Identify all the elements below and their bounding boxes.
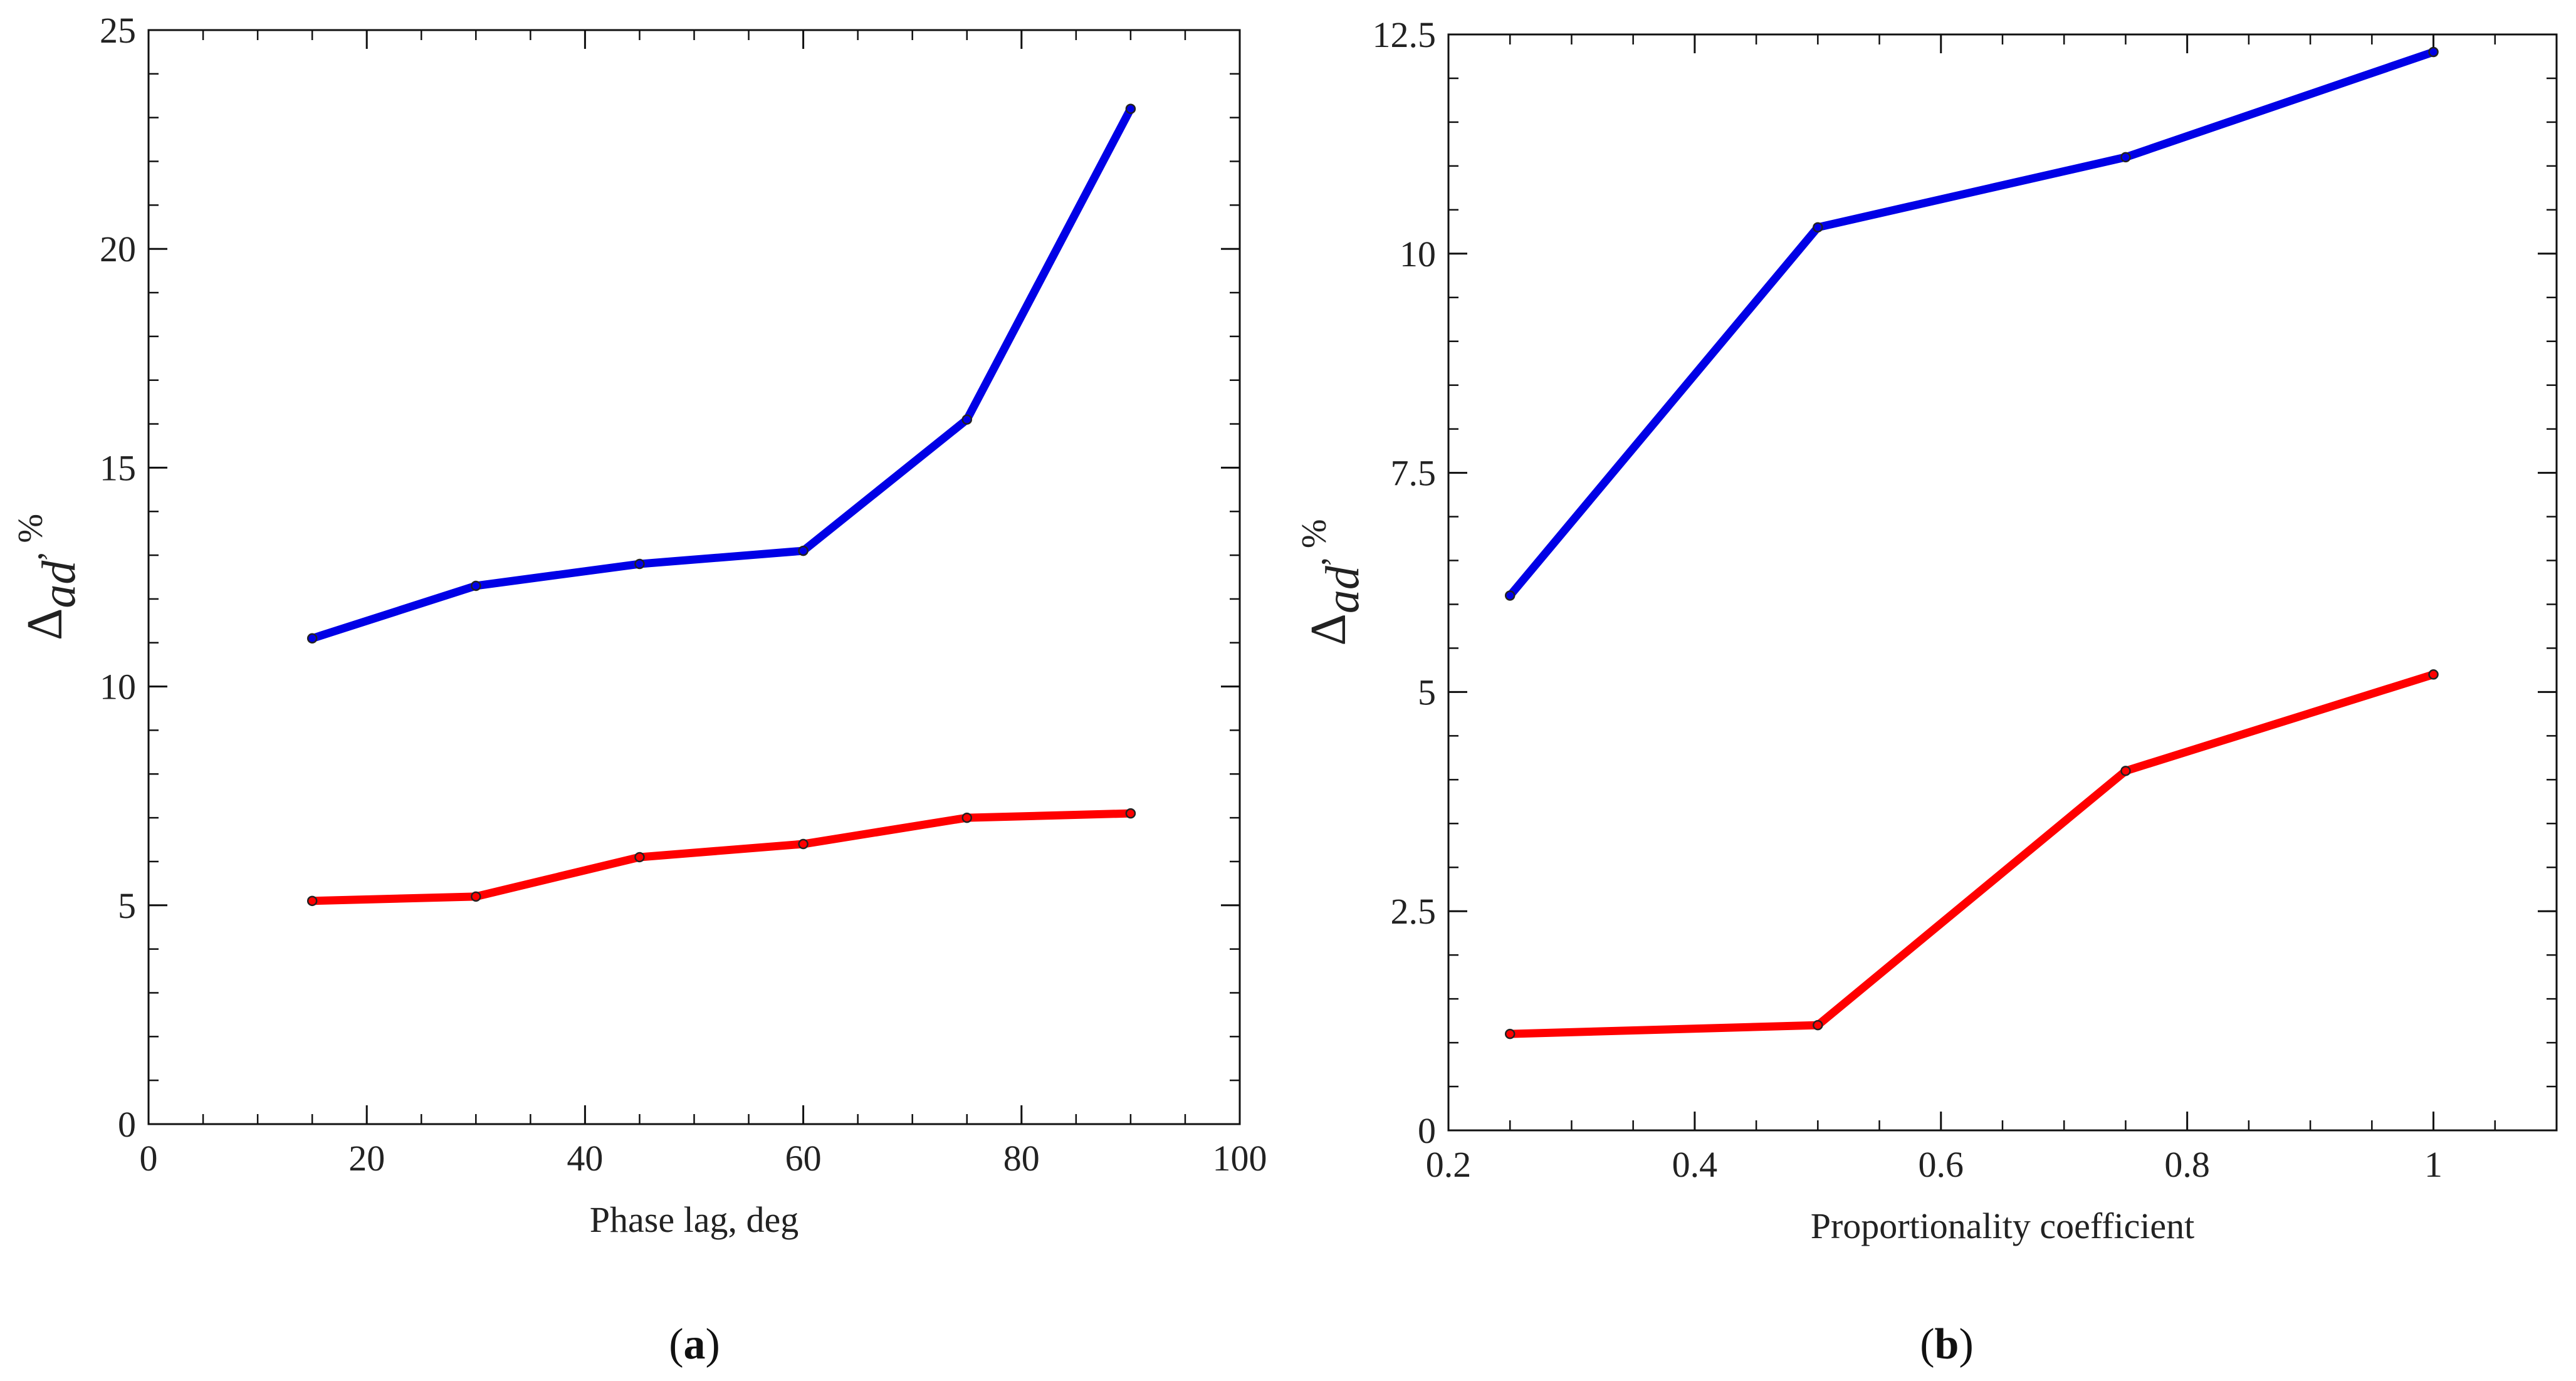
data-point-blue xyxy=(2120,152,2131,163)
panel-caption-open-paren: ( xyxy=(669,1320,683,1368)
panel-a-chart: 0 20 40 60 80 100 0 5 10 15 20 25 Phase lag, deg Δad,… xyxy=(11,10,1267,1368)
y-axis-title: Δad, % xyxy=(1295,519,1369,645)
data-point-red xyxy=(2428,669,2439,680)
x-tick-label: 0 xyxy=(140,1138,158,1179)
x-tick-label: 100 xyxy=(1213,1138,1267,1179)
data-point-red xyxy=(2120,766,2131,776)
y-axis-unit: , % xyxy=(1295,519,1334,566)
data-point-red xyxy=(1504,1028,1516,1040)
series-red xyxy=(1504,669,2439,1040)
panel-b-chart: 0.2 0.4 0.6 0.8 102.557.51012.5Proportionali… xyxy=(1295,14,2558,1368)
x-tick-label: 40 xyxy=(567,1138,603,1179)
x-tick-label: 0.6 xyxy=(1919,1144,1964,1185)
series-blue xyxy=(306,103,1136,644)
data-point-blue xyxy=(1813,222,1823,233)
x-axis-title: Phase lag, deg xyxy=(590,1199,798,1240)
data-point-red xyxy=(306,895,318,907)
y-tick-label: 5 xyxy=(118,885,136,926)
y-tick-label: 7.5 xyxy=(1391,453,1437,494)
data-point-blue xyxy=(1125,103,1136,114)
plot-frame xyxy=(147,29,1241,1125)
y-tick-label: 25 xyxy=(100,10,136,51)
y-tick-label: 2.5 xyxy=(1391,891,1437,932)
data-point-blue xyxy=(634,558,645,570)
y-axis-subscript: ad xyxy=(1316,565,1369,613)
y-axis-title: Δad, % xyxy=(11,514,86,640)
x-tick-label: 80 xyxy=(1003,1138,1040,1179)
y-axis-unit: , % xyxy=(11,514,50,561)
panel-caption-close-paren: ) xyxy=(706,1320,720,1368)
series-line-blue xyxy=(1507,48,2435,598)
data-point-red xyxy=(1813,1019,1823,1031)
x-tick-label: 1 xyxy=(2424,1144,2442,1185)
x-tick-label: 60 xyxy=(785,1138,822,1179)
data-point-red xyxy=(961,812,972,823)
data-point-blue xyxy=(306,633,318,644)
y-axis-symbol: Δ xyxy=(18,608,73,640)
series-line-red xyxy=(312,809,1131,905)
x-axis-title: Proportionality coefficient xyxy=(1811,1206,2195,1246)
panel-caption: (b) xyxy=(1920,1320,1974,1368)
y-tick-label: 20 xyxy=(100,229,136,269)
data-point-blue xyxy=(961,414,972,425)
data-point-blue xyxy=(471,580,481,591)
panel-caption-close-paren: ) xyxy=(1959,1320,1973,1368)
y-tick-label: 15 xyxy=(100,447,136,488)
data-point-red xyxy=(798,838,809,850)
x-tick-label: 0.4 xyxy=(1672,1144,1718,1185)
panel-caption-letter: a xyxy=(684,1320,706,1368)
minor-ticks xyxy=(147,29,1241,1125)
y-tick-label: 0 xyxy=(1418,1110,1436,1151)
panel-caption-letter: b xyxy=(1935,1320,1959,1368)
data-point-red xyxy=(634,852,645,863)
y-tick-label: 10 xyxy=(1400,234,1436,274)
data-point-blue xyxy=(798,545,809,556)
y-tick-label: 5 xyxy=(1418,672,1436,712)
data-point-red xyxy=(1125,808,1136,819)
plot-frame xyxy=(1447,33,2558,1132)
minor-ticks xyxy=(1447,33,2558,1132)
x-tick-label: 0.2 xyxy=(1426,1144,1472,1185)
data-point-blue xyxy=(1504,590,1516,601)
series-line-blue xyxy=(311,107,1134,642)
y-tick-label: 12.5 xyxy=(1373,14,1437,55)
x-tick-label: 0.8 xyxy=(2164,1144,2210,1185)
x-tick-label: 20 xyxy=(348,1138,385,1179)
series-blue xyxy=(1504,46,2439,601)
panel-caption: (a) xyxy=(669,1320,720,1368)
y-axis-subscript: ad xyxy=(33,560,85,608)
data-point-red xyxy=(471,891,481,902)
series-red xyxy=(306,808,1136,907)
panel-caption-open-paren: ( xyxy=(1920,1320,1934,1368)
data-point-blue xyxy=(2428,46,2439,58)
y-tick-label: 10 xyxy=(100,667,136,707)
series-line-red xyxy=(1510,670,2435,1038)
y-tick-label: 0 xyxy=(118,1104,136,1145)
y-axis-symbol: Δ xyxy=(1301,613,1356,645)
